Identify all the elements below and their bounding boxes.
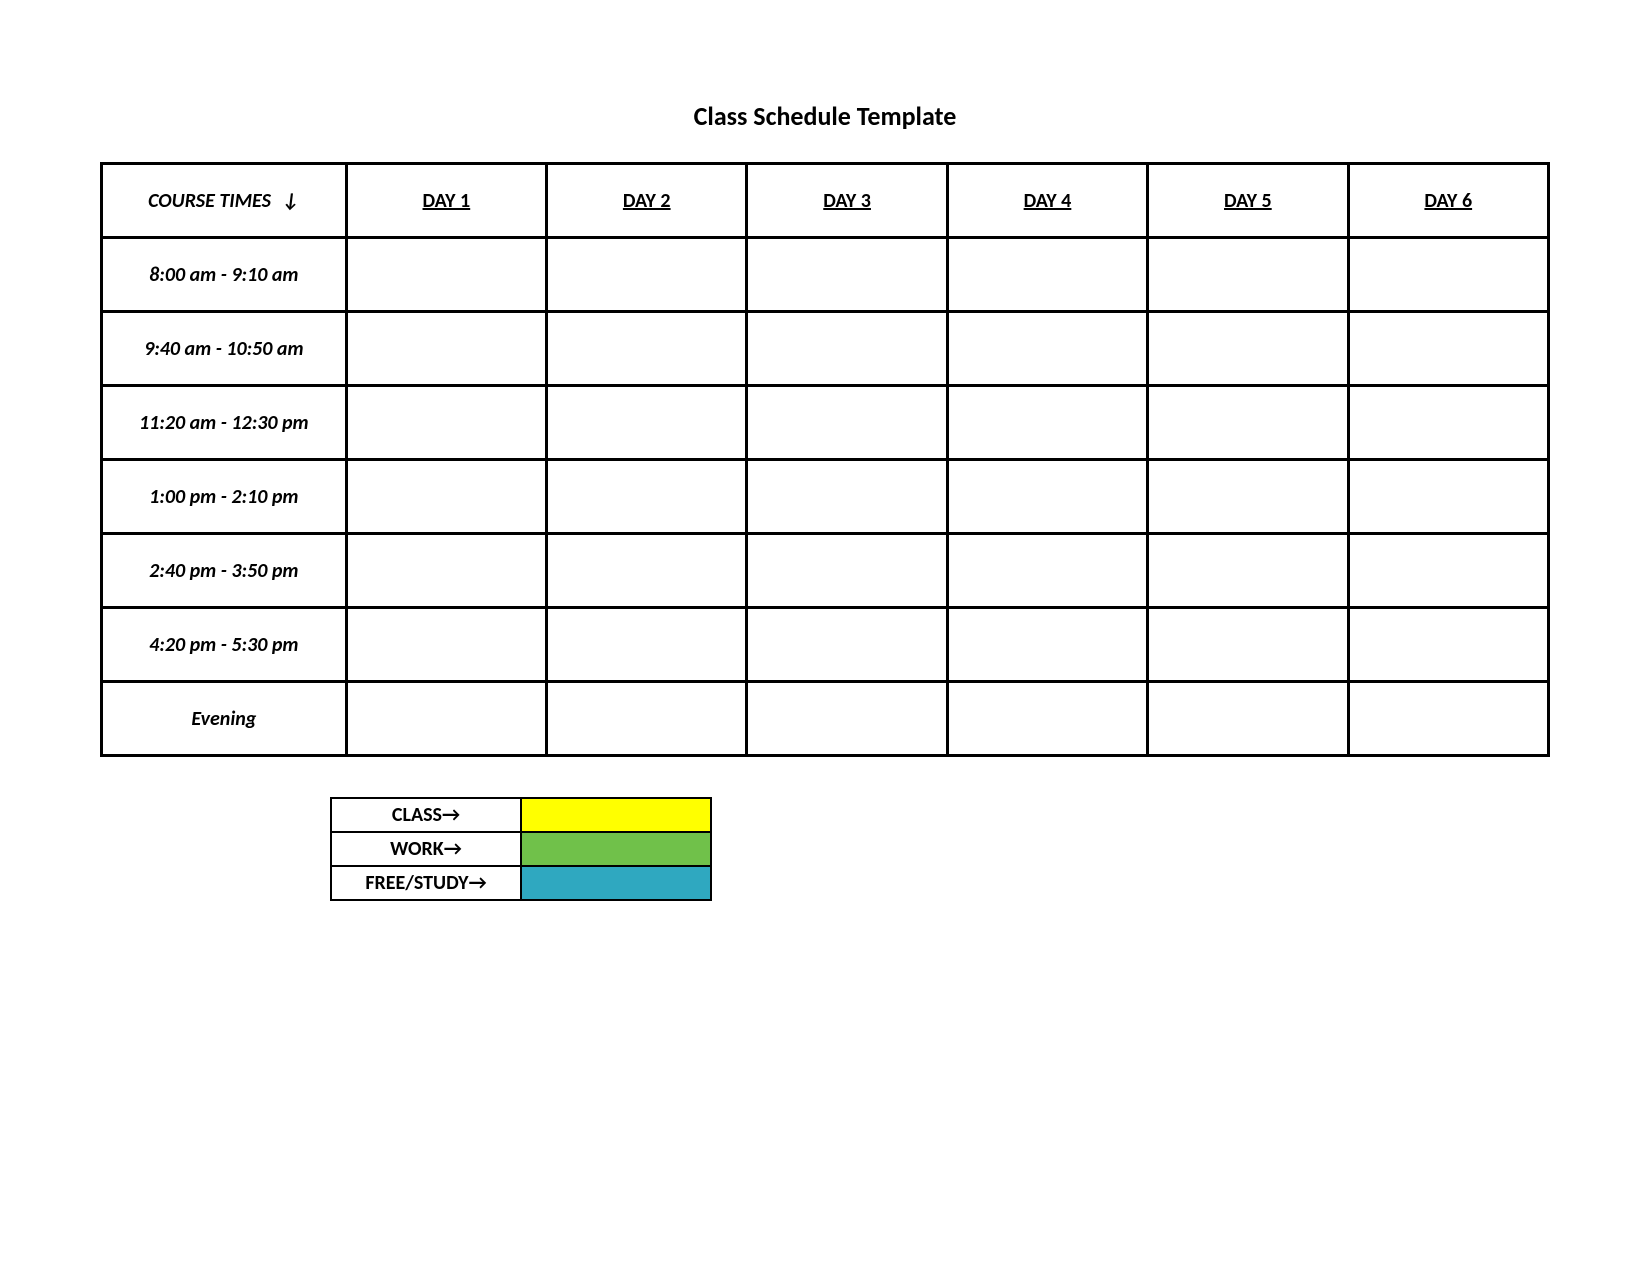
schedule-cell <box>947 238 1147 312</box>
time-slot-label: 8:00 am - 9:10 am <box>102 238 347 312</box>
schedule-cell <box>947 460 1147 534</box>
schedule-cell <box>346 312 546 386</box>
schedule-cell <box>346 682 546 756</box>
table-row: 11:20 am - 12:30 pm <box>102 386 1549 460</box>
legend: CLASS→ WORK→ FREE/STUDY→ <box>330 797 1550 901</box>
schedule-cell <box>747 682 947 756</box>
table-row: Evening <box>102 682 1549 756</box>
schedule-cell <box>547 460 747 534</box>
right-arrow-icon: → <box>442 803 460 827</box>
schedule-cell <box>1148 238 1348 312</box>
schedule-cell <box>1148 534 1348 608</box>
legend-label-freestudy: FREE/STUDY→ <box>331 866 521 900</box>
schedule-cell <box>346 386 546 460</box>
schedule-cell <box>547 608 747 682</box>
schedule-table: COURSE TIMES ↓ DAY 1 DAY 2 DAY 3 DAY 4 D… <box>100 162 1550 757</box>
schedule-cell <box>947 534 1147 608</box>
schedule-cell <box>747 534 947 608</box>
table-row: 1:00 pm - 2:10 pm <box>102 460 1549 534</box>
schedule-cell <box>1348 386 1548 460</box>
course-times-label: COURSE TIMES <box>148 189 271 213</box>
legend-row-class: CLASS→ <box>331 798 711 832</box>
page-title: Class Schedule Template <box>100 100 1550 132</box>
time-slot-label: 11:20 am - 12:30 pm <box>102 386 347 460</box>
schedule-cell <box>1348 682 1548 756</box>
schedule-cell <box>1148 608 1348 682</box>
right-arrow-icon: → <box>469 871 487 895</box>
schedule-cell <box>747 238 947 312</box>
legend-table: CLASS→ WORK→ FREE/STUDY→ <box>330 797 712 901</box>
schedule-cell <box>547 312 747 386</box>
time-slot-label: 9:40 am - 10:50 am <box>102 312 347 386</box>
schedule-cell <box>747 312 947 386</box>
header-day-4: DAY 4 <box>947 164 1147 238</box>
schedule-cell <box>1348 460 1548 534</box>
schedule-cell <box>346 534 546 608</box>
schedule-cell <box>747 460 947 534</box>
header-course-times: COURSE TIMES ↓ <box>102 164 347 238</box>
right-arrow-icon: → <box>444 837 462 861</box>
legend-row-freestudy: FREE/STUDY→ <box>331 866 711 900</box>
time-slot-label: 2:40 pm - 3:50 pm <box>102 534 347 608</box>
schedule-header-row: COURSE TIMES ↓ DAY 1 DAY 2 DAY 3 DAY 4 D… <box>102 164 1549 238</box>
header-day-2: DAY 2 <box>547 164 747 238</box>
down-arrow-icon: ↓ <box>281 189 299 213</box>
legend-label-work: WORK→ <box>331 832 521 866</box>
schedule-cell <box>1348 312 1548 386</box>
schedule-cell <box>747 608 947 682</box>
schedule-cell <box>1148 386 1348 460</box>
schedule-cell <box>547 534 747 608</box>
legend-row-work: WORK→ <box>331 832 711 866</box>
legend-swatch-work <box>521 832 711 866</box>
time-slot-label: 1:00 pm - 2:10 pm <box>102 460 347 534</box>
schedule-cell <box>547 386 747 460</box>
header-day-1: DAY 1 <box>346 164 546 238</box>
header-day-6: DAY 6 <box>1348 164 1548 238</box>
schedule-cell <box>1148 460 1348 534</box>
legend-swatch-class <box>521 798 711 832</box>
schedule-cell <box>1348 238 1548 312</box>
schedule-cell <box>747 386 947 460</box>
schedule-cell <box>947 608 1147 682</box>
time-slot-label: Evening <box>102 682 347 756</box>
schedule-cell <box>947 312 1147 386</box>
schedule-cell <box>947 682 1147 756</box>
table-row: 4:20 pm - 5:30 pm <box>102 608 1549 682</box>
schedule-cell <box>547 238 747 312</box>
schedule-cell <box>547 682 747 756</box>
table-row: 2:40 pm - 3:50 pm <box>102 534 1549 608</box>
schedule-cell <box>1348 534 1548 608</box>
schedule-cell <box>1148 682 1348 756</box>
schedule-cell <box>346 460 546 534</box>
legend-label-class: CLASS→ <box>331 798 521 832</box>
table-row: 8:00 am - 9:10 am <box>102 238 1549 312</box>
legend-swatch-freestudy <box>521 866 711 900</box>
schedule-cell <box>346 608 546 682</box>
schedule-cell <box>1348 608 1548 682</box>
schedule-cell <box>1148 312 1348 386</box>
schedule-body: 8:00 am - 9:10 am 9:40 am - 10:50 am 11:… <box>102 238 1549 756</box>
schedule-cell <box>947 386 1147 460</box>
schedule-cell <box>346 238 546 312</box>
header-day-3: DAY 3 <box>747 164 947 238</box>
header-day-5: DAY 5 <box>1148 164 1348 238</box>
table-row: 9:40 am - 10:50 am <box>102 312 1549 386</box>
time-slot-label: 4:20 pm - 5:30 pm <box>102 608 347 682</box>
